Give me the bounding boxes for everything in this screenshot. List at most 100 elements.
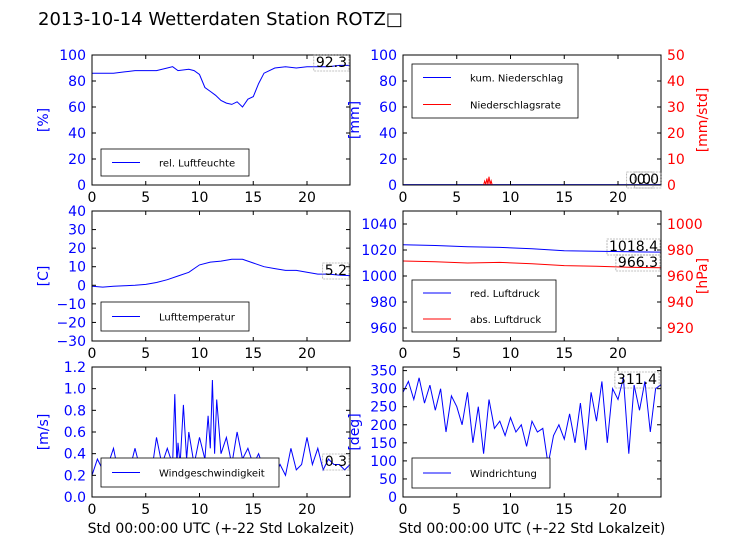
legend: rel. Luftfeuchte	[100, 148, 250, 177]
y-right-tick-label: 920	[667, 321, 694, 337]
value-label-box	[313, 54, 350, 72]
legend-label: Windgeschwindigkeit	[159, 469, 265, 480]
y-tick-label: 0	[77, 278, 86, 294]
x-tick-label: 20	[609, 190, 627, 206]
y-tick-label: 0	[388, 490, 397, 506]
value-label-box	[615, 254, 661, 272]
x-tick-label: 10	[191, 346, 209, 362]
y-tick-label: 20	[68, 241, 86, 257]
y-tick-label: 40	[68, 126, 86, 142]
y-right-tick-label: 50	[667, 48, 685, 64]
y-tick-label: 0.6	[64, 425, 86, 441]
legend: Windrichtung	[411, 457, 551, 489]
y-tick-label: 0.8	[64, 403, 86, 419]
value-label-box	[322, 262, 350, 280]
legend-label: Windrichtung	[470, 469, 537, 480]
y-right-tick-label: 20	[667, 126, 685, 142]
legend-label: red. Luftdruck	[470, 289, 540, 300]
legend-label: abs. Luftdruck	[470, 315, 541, 326]
y-tick-label: −10	[56, 297, 86, 313]
value-label: 0.3	[325, 454, 347, 470]
y-tick-label: 40	[68, 204, 86, 220]
y-tick-label: 100	[59, 48, 86, 64]
legend: Lufttemperatur	[100, 301, 250, 332]
value-label: 0.0	[637, 172, 659, 188]
legend-box	[411, 63, 579, 119]
y-tick-label: 0	[77, 178, 86, 194]
x-tick-label: 15	[244, 346, 262, 362]
panel-pressure: 0 5 10 15 20 960 980 1000 1020 1040 920 940 960 980 10…	[361, 210, 711, 362]
legend-label: rel. Luftfeuchte	[159, 159, 235, 170]
x-tick-label: 0	[399, 502, 408, 518]
value-label-box	[606, 238, 661, 256]
y-axis-label: [%]	[36, 108, 52, 132]
x-tick-label: 10	[502, 502, 520, 518]
x-tick-label: 20	[609, 346, 627, 362]
y-right-tick-label: 30	[667, 100, 685, 116]
y-tick-label: −30	[56, 334, 86, 350]
y-right-tick-label: 10	[667, 152, 685, 168]
y-tick-label: 30	[68, 223, 86, 239]
y-right-axis-label: [hPa]	[695, 258, 711, 294]
figure-title: 2013-10-14 Wetterdaten Station ROTZ□	[38, 9, 403, 30]
legend: Windgeschwindigkeit	[100, 457, 280, 488]
x-tick-label: 20	[298, 502, 316, 518]
legend-box	[411, 279, 557, 333]
y-right-tick-label: 940	[667, 295, 694, 311]
y-right-tick-label: 40	[667, 74, 685, 90]
legend-label: Lufttemperatur	[159, 313, 236, 324]
value-label: 0.0	[629, 172, 651, 188]
x-tick-label: 10	[502, 346, 520, 362]
y-tick-label: 1040	[361, 217, 397, 233]
y-tick-label: 0.4	[64, 447, 86, 463]
y-tick-label: 250	[370, 400, 397, 416]
x-tick-label: 10	[191, 190, 209, 206]
x-tick-label: 15	[555, 502, 573, 518]
x-tick-label: 10	[502, 190, 520, 206]
series-line-1	[92, 64, 350, 108]
series-line-1	[403, 244, 661, 253]
y-tick-label: 60	[68, 100, 86, 116]
y-tick-label: 960	[370, 321, 397, 337]
y-right-tick-label: 960	[667, 269, 694, 285]
y-tick-label: 300	[370, 382, 397, 398]
value-label-box	[626, 171, 654, 189]
y-tick-label: 1.0	[64, 382, 86, 398]
y-tick-label: 1000	[361, 269, 397, 285]
plot-frame	[402, 54, 662, 186]
y-axis-label: [mm]	[347, 101, 363, 139]
x-tick-label: 15	[555, 346, 573, 362]
x-tick-label: 0	[399, 346, 408, 362]
x-tick-label: 0	[399, 190, 408, 206]
y-axis-label: [m/s]	[36, 414, 52, 451]
y-tick-label: 10	[68, 260, 86, 276]
x-tick-label: 10	[191, 502, 209, 518]
legend: kum. Niederschlag Niederschlagsrate	[411, 63, 579, 119]
y-tick-label: 1020	[361, 243, 397, 259]
y-tick-label: 60	[379, 100, 397, 116]
y-right-tick-label: 980	[667, 243, 694, 259]
y-right-tick-label: 1000	[667, 217, 703, 233]
value-label: 92.3	[316, 55, 347, 71]
series-line-1	[92, 258, 350, 288]
x-tick-label: 5	[141, 190, 150, 206]
legend: red. Luftdruck abs. Luftdruck	[411, 279, 557, 333]
x-tick-label: 20	[298, 190, 316, 206]
x-tick-label: 0	[88, 190, 97, 206]
value-label-box	[614, 371, 660, 389]
panel-humidity: 0 5 10 15 20 0 20 40 60 80 100 [%] rel. Luftfeuchte 9…	[36, 48, 351, 206]
value-label: 1018.4	[609, 239, 658, 255]
y-right-tick-label: 0	[667, 178, 676, 194]
y-tick-label: 50	[379, 472, 397, 488]
x-tick-label: 15	[244, 502, 262, 518]
y-tick-label: 350	[370, 364, 397, 380]
y-axis-label: [deg]	[347, 413, 363, 450]
x-tick-label: 5	[452, 346, 461, 362]
x-tick-label: 15	[555, 190, 573, 206]
y-tick-label: 20	[68, 152, 86, 168]
y-tick-label: 200	[370, 418, 397, 434]
y-tick-label: 0.2	[64, 468, 86, 484]
plot-frame	[402, 366, 662, 498]
x-tick-label: 15	[244, 190, 262, 206]
